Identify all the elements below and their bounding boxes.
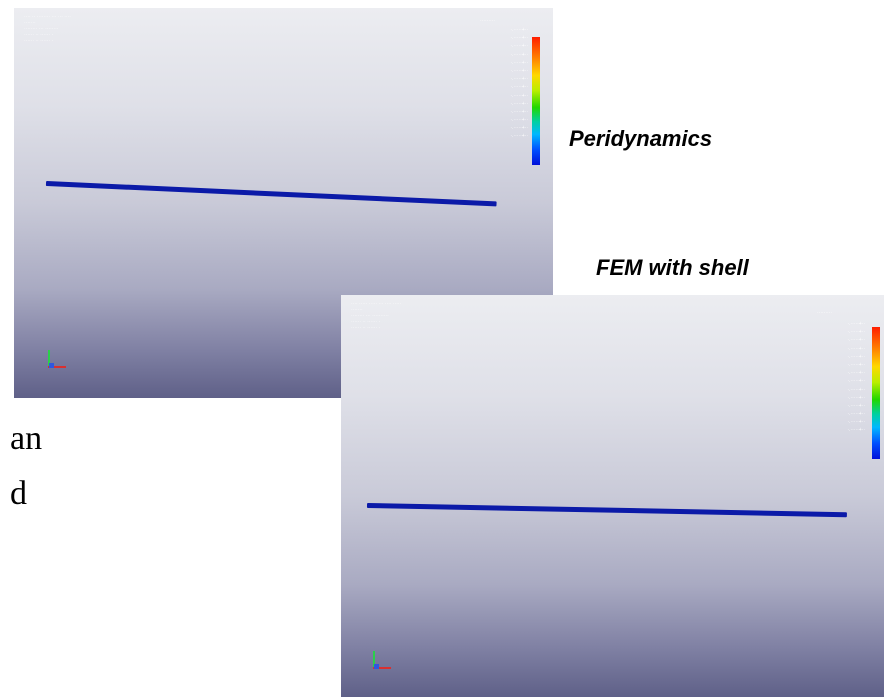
hud-line: ···· ····· ····· ··· ···· ····· (351, 301, 402, 307)
legend-label: ·.·····+·· (510, 35, 528, 42)
legend-label: ·.·····+·· (510, 108, 528, 115)
slide-text-fragment: an (10, 420, 43, 457)
legend-label: ·.·····+·· (847, 427, 865, 434)
fem-shell-viewport[interactable]: ···· ····· ····· ··· ···· ····· ······· … (341, 295, 884, 697)
legend-label: ·.·····+·· (847, 386, 865, 393)
legend-title: ········· (480, 18, 495, 24)
legend-label: ·.·····+·· (847, 321, 865, 327)
axis-triad-icon (369, 651, 391, 673)
beam-model (366, 503, 847, 518)
legend-label: ·.·····+·· (847, 361, 865, 368)
legend-label: ·.·····+·· (847, 378, 865, 385)
legend-label: ·.·····+·· (847, 337, 865, 344)
fem-shell-caption: FEM with shell (596, 255, 749, 280)
legend-label: ·.·····+·· (510, 27, 528, 33)
legend-label: ·.·····+·· (510, 100, 528, 107)
color-scale-bar (532, 37, 540, 165)
legend-title: ········· (817, 310, 832, 316)
hud-line: ······ ·· ······ · (351, 319, 381, 325)
slide-text-fragment: d (10, 475, 27, 512)
axis-triad-icon (44, 350, 66, 372)
legend-label: ·.·····+·· (847, 370, 865, 377)
hud-line: ······ ·· ······ · (351, 325, 381, 331)
legend-label: ·.·····+·· (510, 43, 528, 50)
legend-label: ·.·····+·· (510, 92, 528, 99)
hud-line: ······ ·· ······ · (24, 32, 54, 38)
legend-label: ·.·····+·· (510, 51, 528, 58)
hud-line: ········ ··· ········ (24, 26, 59, 32)
legend-label: ·.·····+·· (510, 67, 528, 74)
legend-label: ·.·····+·· (510, 76, 528, 83)
legend-label: ·.·····+·· (847, 402, 865, 409)
color-scale-bar (872, 327, 880, 459)
legend-label: ·.·····+·· (847, 353, 865, 360)
legend-label: ·.·····+·· (510, 59, 528, 66)
legend-label: ·.·····+·· (847, 345, 865, 352)
hud-line: ······· (351, 307, 363, 313)
legend-label: ·.·····+·· (847, 394, 865, 401)
hud-line: ······· (24, 20, 36, 26)
legend-label: ·.·····+·· (510, 133, 528, 140)
simulation-info-overlay: ···· ····· ····· ··· ···· ····· ······· … (351, 301, 401, 331)
hud-line: ········ ··· ·········· (351, 313, 389, 319)
peridynamics-caption: Peridynamics (569, 126, 713, 151)
legend-label: ·.·····+·· (847, 419, 865, 426)
beam-model (45, 181, 497, 207)
legend-label: ·.·····+·· (847, 411, 865, 418)
legend-label: ·.·····+·· (510, 117, 528, 124)
legend-labels: ·.·····+·· ·.·····+·· ·.·····+·· ·.·····… (476, 27, 528, 143)
legend-label: ·.·····+·· (847, 329, 865, 336)
hud-line: ······ ·· ······ · (24, 38, 54, 44)
simulation-info-overlay: ···· ·· ········ ··· ··· ···· ······· ··… (24, 14, 71, 44)
legend-label: ·.·····+·· (510, 84, 528, 91)
legend-label: ·.·····+·· (510, 125, 528, 132)
legend-labels: ·.·····+·· ·.·····+·· ·.·····+·· ·.·····… (811, 321, 865, 437)
hud-line: ···· ·· ········ ··· ··· ···· (24, 14, 71, 20)
